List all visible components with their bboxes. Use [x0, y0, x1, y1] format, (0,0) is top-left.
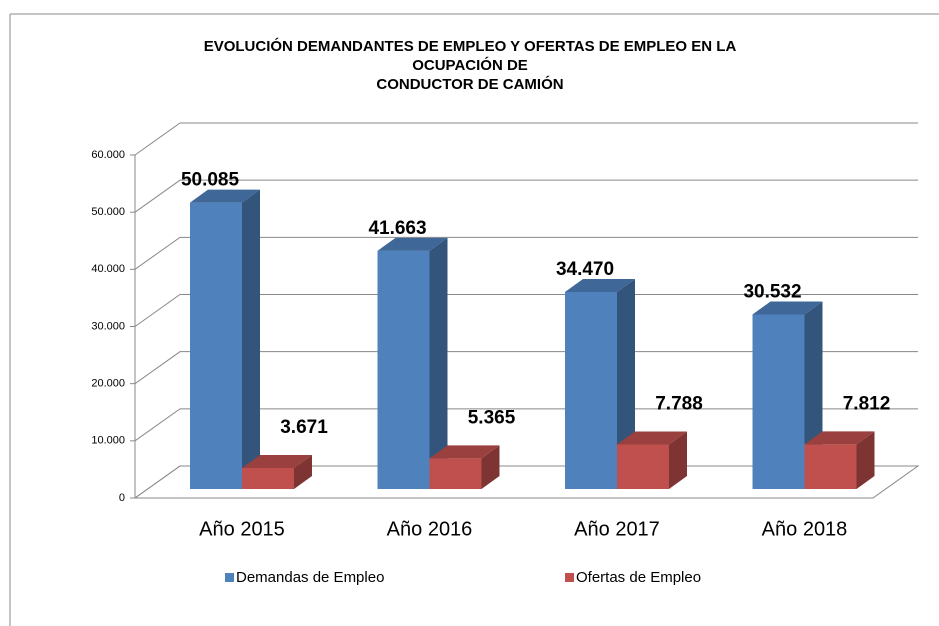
bar-face	[669, 431, 687, 489]
bar-face	[752, 314, 805, 489]
y-tick-label: 20.000	[91, 378, 125, 390]
y-tick-label: 50.000	[91, 206, 125, 218]
grid-line	[134, 351, 918, 385]
bar-face	[804, 444, 857, 489]
bar-face	[856, 431, 875, 489]
bar-face	[242, 468, 294, 489]
chart-title: CONDUCTOR DE CAMIÓN	[376, 75, 563, 93]
data-label: 3.671	[280, 417, 328, 438]
grid-line	[134, 236, 918, 270]
bar	[377, 237, 448, 489]
bar	[617, 431, 687, 489]
x-tick-label: Año 2017	[574, 518, 660, 540]
data-label: 50.085	[181, 170, 240, 191]
bar	[804, 431, 875, 489]
y-tick-label: 10.000	[91, 435, 125, 447]
bar-face	[242, 455, 312, 469]
grid-line	[134, 294, 918, 327]
data-label: 5.365	[468, 407, 516, 428]
bar-face	[190, 202, 242, 489]
bar-face	[242, 189, 260, 489]
data-label: 7.788	[655, 393, 703, 414]
bar-face	[617, 431, 687, 445]
grid-line	[134, 179, 918, 213]
bar-face	[804, 431, 875, 445]
chart-title: EVOLUCIÓN DEMANDANTES DE EMPLEO Y OFERTA…	[204, 37, 737, 55]
data-label: 34.470	[556, 259, 614, 280]
y-tick-label: 60.000	[91, 149, 125, 161]
data-label: 30.532	[743, 281, 801, 302]
bar-face	[190, 189, 260, 203]
x-tick-label: Año 2015	[199, 518, 285, 540]
bar-face	[752, 301, 823, 315]
chart-title: OCUPACIÓN DE	[412, 56, 528, 74]
bar-face	[565, 278, 635, 292]
bar	[190, 189, 260, 489]
bar-face	[294, 455, 312, 489]
x-tick-label: Año 2018	[762, 518, 848, 540]
y-tick-label: 40.000	[91, 263, 125, 275]
bar-face	[429, 445, 500, 459]
bar	[242, 455, 312, 489]
legend-swatch	[565, 573, 574, 582]
bar-face	[429, 237, 448, 489]
bar-face	[565, 291, 617, 489]
bar-face	[481, 445, 500, 489]
bar-face	[617, 444, 669, 489]
bar-face	[429, 458, 482, 489]
legend-label: Demandas de Empleo	[236, 569, 384, 586]
legend-label: Ofertas de Empleo	[576, 569, 701, 586]
bar	[429, 445, 500, 489]
bar-face	[377, 250, 430, 489]
data-label: 7.812	[843, 393, 891, 414]
data-label: 41.663	[368, 218, 426, 239]
legend-swatch	[225, 573, 234, 582]
x-tick-label: Año 2016	[387, 518, 473, 540]
y-tick-label: 30.000	[91, 320, 125, 332]
bar-face	[377, 237, 448, 251]
y-tick-label: 0	[119, 492, 125, 504]
grid-line	[134, 408, 918, 442]
grid-line	[134, 122, 918, 156]
